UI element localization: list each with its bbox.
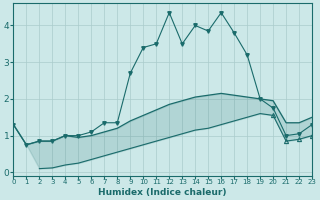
X-axis label: Humidex (Indice chaleur): Humidex (Indice chaleur) — [99, 188, 227, 197]
